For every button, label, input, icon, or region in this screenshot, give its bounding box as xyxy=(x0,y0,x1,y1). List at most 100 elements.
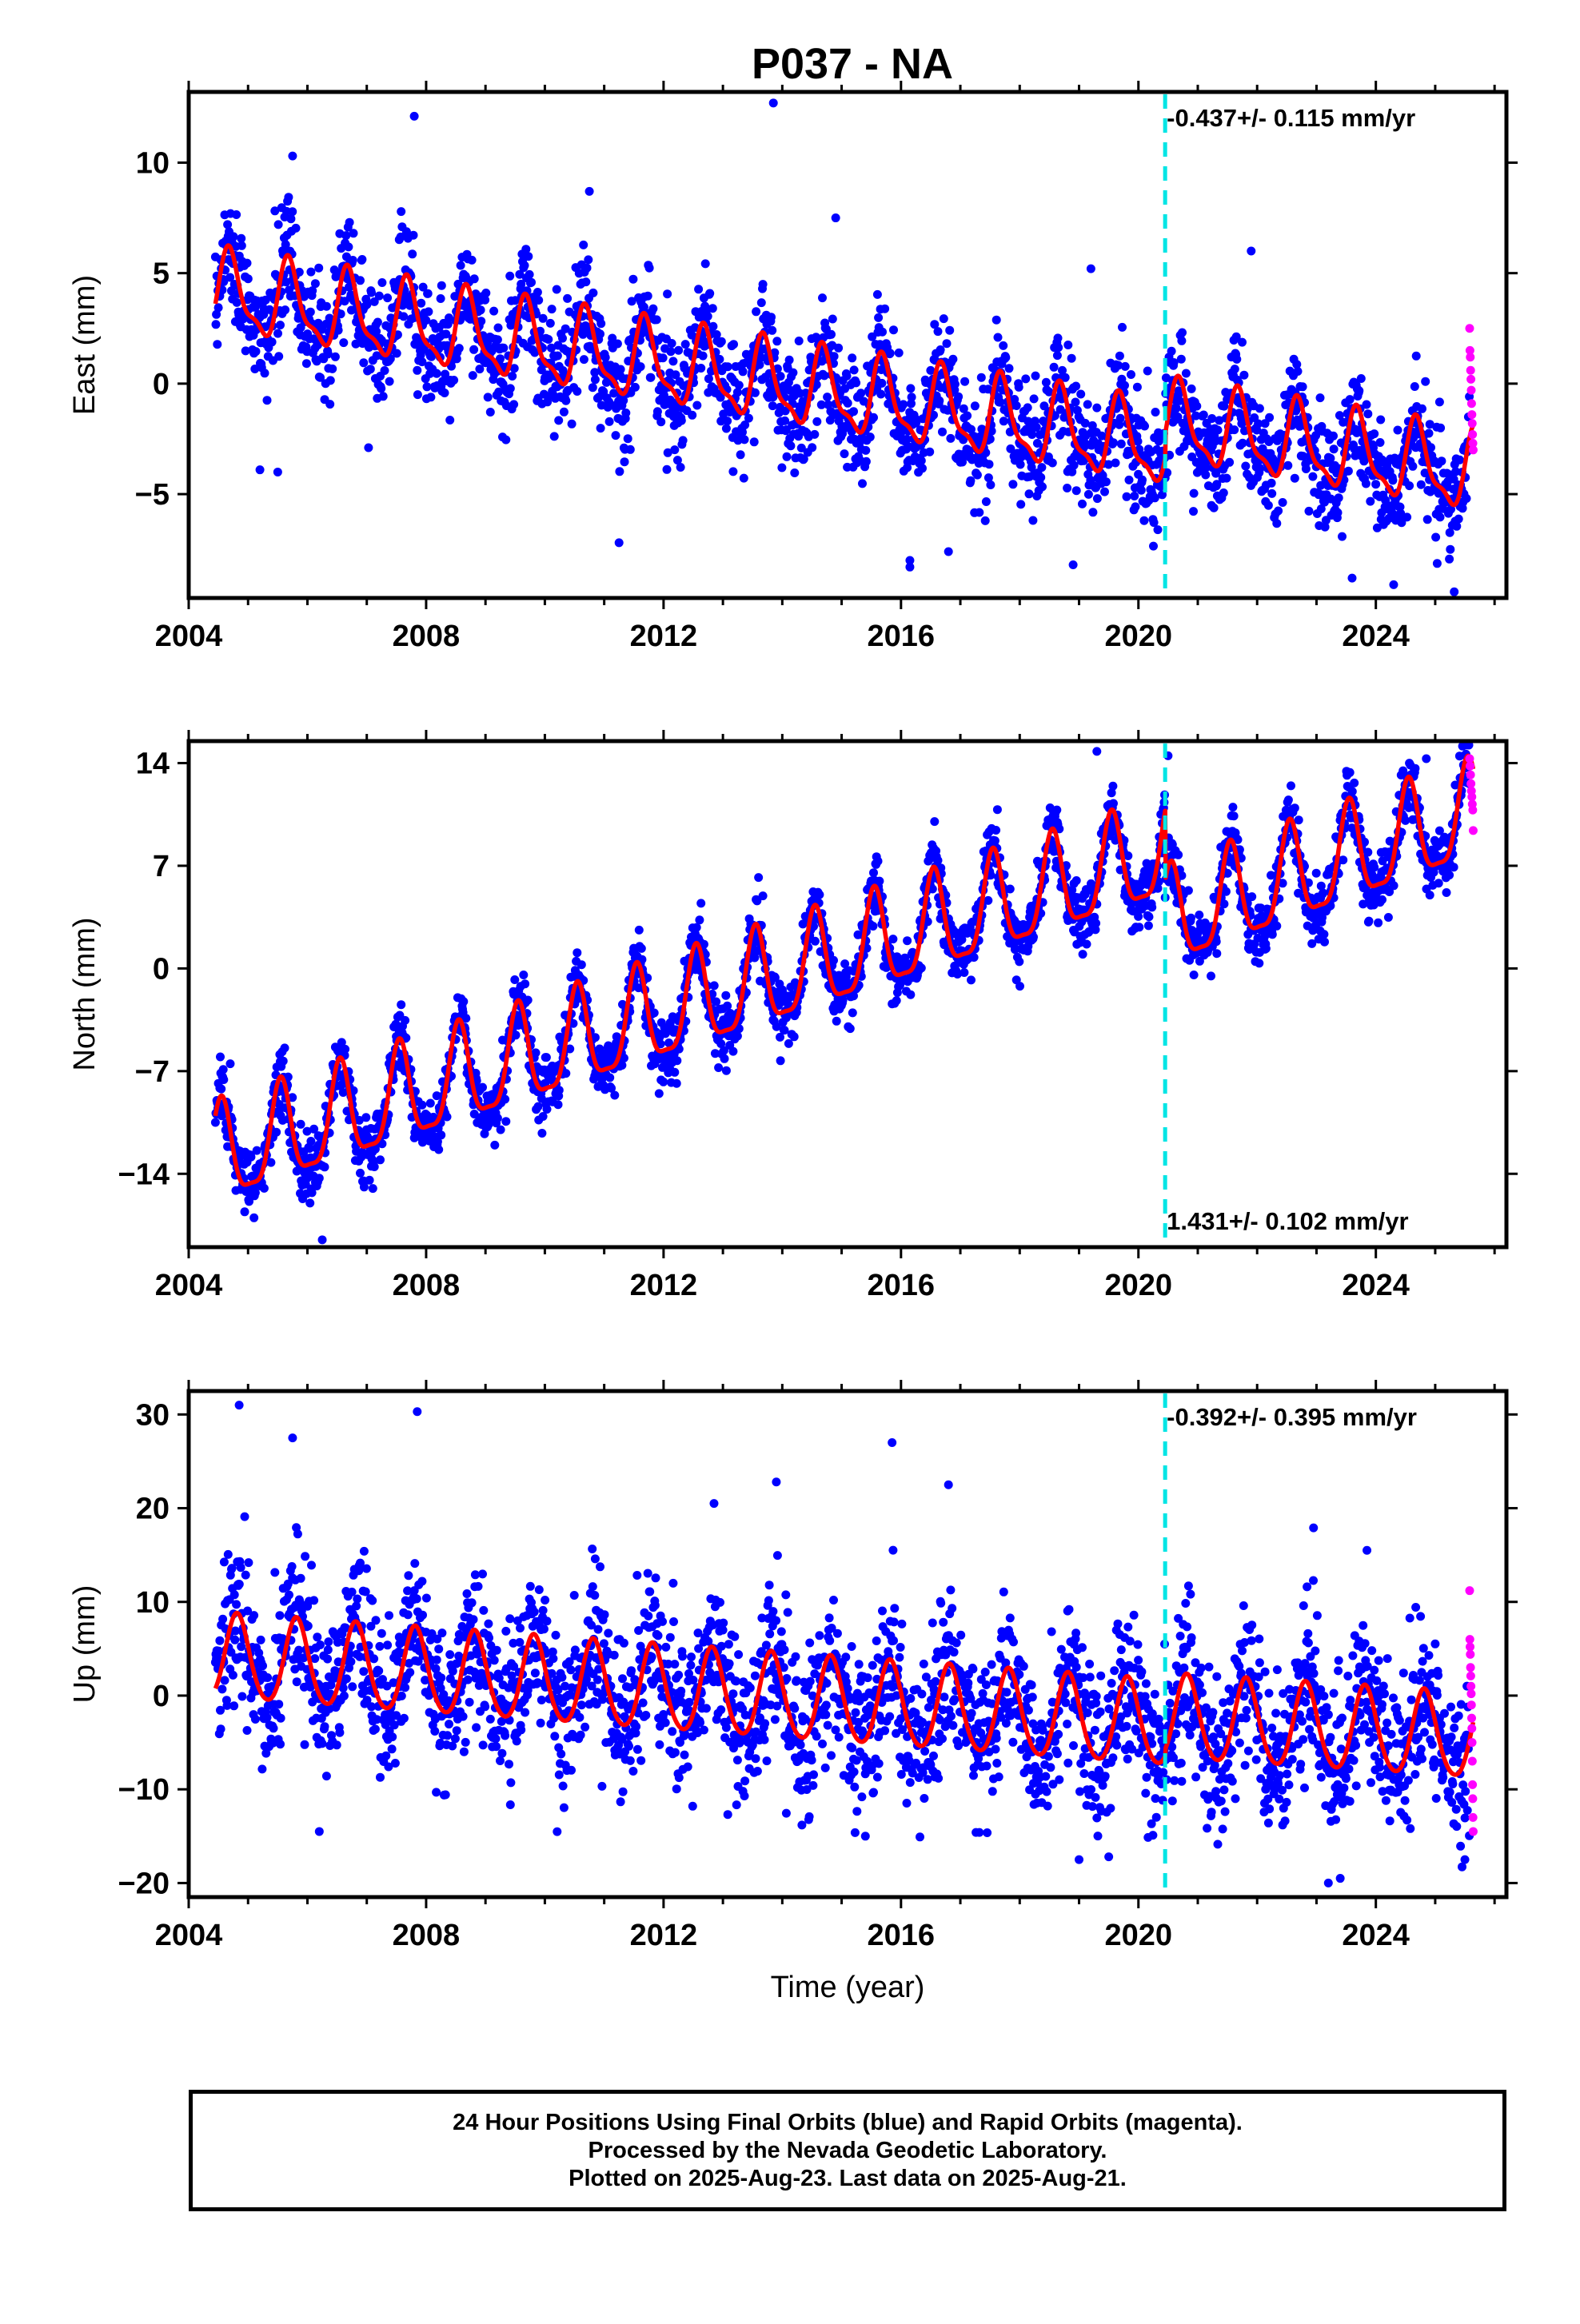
data-point xyxy=(628,275,637,284)
data-point xyxy=(695,915,704,924)
data-point xyxy=(960,968,968,977)
data-point xyxy=(948,355,957,364)
data-point xyxy=(906,384,915,393)
data-point xyxy=(873,290,882,299)
outlier-point xyxy=(1389,580,1398,589)
data-point xyxy=(1207,971,1215,980)
data-point xyxy=(1445,555,1454,564)
data-point xyxy=(615,467,624,476)
data-point xyxy=(752,307,760,316)
data-point xyxy=(1446,545,1454,554)
data-point xyxy=(546,319,555,328)
data-point xyxy=(829,956,838,965)
data-point xyxy=(469,345,478,354)
data-point xyxy=(359,358,368,367)
data-point xyxy=(875,877,884,886)
data-point xyxy=(940,314,948,323)
outlier-point xyxy=(273,468,282,476)
data-point xyxy=(656,417,665,426)
data-point xyxy=(936,345,945,354)
data-point xyxy=(1137,486,1146,495)
data-point xyxy=(568,420,577,429)
data-point xyxy=(1346,395,1355,404)
data-point xyxy=(274,352,283,361)
data-point xyxy=(499,344,508,353)
outlier-point xyxy=(1247,247,1255,256)
data-point xyxy=(776,1056,785,1065)
data-point xyxy=(321,1162,329,1171)
data-point xyxy=(1144,921,1153,930)
data-point xyxy=(1437,456,1446,465)
data-point xyxy=(676,463,685,472)
data-point xyxy=(659,1078,668,1086)
data-point xyxy=(233,298,241,307)
data-point xyxy=(892,996,901,1005)
data-point xyxy=(573,387,581,396)
data-point xyxy=(1187,914,1195,923)
data-point xyxy=(728,467,737,476)
data-point xyxy=(788,369,797,377)
data-point xyxy=(561,397,570,405)
data-point xyxy=(470,274,479,283)
data-point xyxy=(1147,903,1156,911)
data-point xyxy=(558,334,567,343)
data-point xyxy=(1127,370,1135,379)
data-point xyxy=(1133,383,1142,392)
data-point xyxy=(376,1155,385,1164)
data-point xyxy=(1187,385,1196,393)
data-point xyxy=(397,207,405,216)
data-point xyxy=(1015,383,1023,392)
data-point xyxy=(768,401,777,410)
data-point xyxy=(1362,480,1371,488)
data-point xyxy=(272,1128,281,1137)
data-point xyxy=(501,436,510,444)
data-point xyxy=(644,292,652,301)
data-point xyxy=(620,457,629,466)
data-point xyxy=(508,372,517,381)
data-point xyxy=(1174,851,1183,859)
data-point xyxy=(834,344,843,353)
velocity-label: -0.437+/- 0.115 mm/yr xyxy=(1167,104,1415,132)
data-point xyxy=(478,1083,487,1092)
data-point xyxy=(519,971,528,979)
data-point xyxy=(811,937,820,946)
data-point xyxy=(917,456,926,465)
data-point xyxy=(744,414,753,423)
data-point xyxy=(739,367,748,376)
data-point xyxy=(211,1118,220,1127)
data-point xyxy=(266,1158,275,1167)
data-point xyxy=(655,1089,664,1098)
data-point xyxy=(339,338,348,347)
data-point xyxy=(705,289,714,298)
data-point xyxy=(925,448,934,456)
data-point xyxy=(1070,461,1079,470)
data-point xyxy=(288,207,297,216)
data-point xyxy=(260,1184,269,1193)
data-point xyxy=(314,264,323,273)
data-point xyxy=(584,255,592,264)
data-point xyxy=(963,412,972,421)
data-point xyxy=(984,896,992,905)
data-point xyxy=(550,432,559,440)
data-point xyxy=(437,294,445,303)
data-point xyxy=(533,288,542,297)
data-point xyxy=(670,1068,679,1077)
data-point xyxy=(1308,472,1317,481)
data-point xyxy=(663,465,672,474)
data-point xyxy=(554,1100,563,1109)
data-point xyxy=(631,383,640,392)
data-point xyxy=(1291,474,1299,483)
data-point xyxy=(1006,885,1015,894)
data-point xyxy=(413,366,421,375)
data-point xyxy=(356,1169,365,1178)
data-point xyxy=(1115,352,1124,361)
data-point xyxy=(1284,795,1293,804)
data-point xyxy=(999,417,1008,425)
data-point xyxy=(443,1113,452,1122)
data-point xyxy=(862,457,871,466)
data-point xyxy=(681,340,690,349)
data-point xyxy=(237,241,246,250)
data-point xyxy=(366,365,375,373)
data-point xyxy=(1195,911,1203,919)
